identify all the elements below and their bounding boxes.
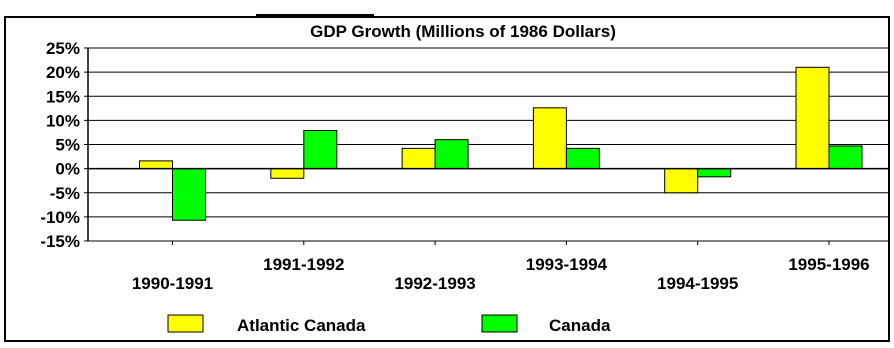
bar-atlantic-canada	[270, 168, 305, 179]
x-tick-label: 1992-1993	[394, 274, 475, 293]
bar-atlantic-canada	[139, 160, 173, 170]
y-tick-label: 10%	[46, 111, 80, 130]
legend-label: Canada	[549, 316, 611, 335]
bars	[139, 66, 863, 221]
x-axis-labels: 1990-1991 1991-1992 1992-1993 1993-1994 1994…	[132, 255, 870, 293]
y-tick-label: 25%	[46, 39, 80, 58]
y-tick-label: 5%	[55, 136, 80, 155]
legend-swatch	[481, 314, 518, 333]
x-tick-label: 1990-1991	[132, 274, 213, 293]
bar-canada	[303, 130, 338, 170]
top-tab-decoration	[256, 0, 374, 16]
bar-canada	[828, 145, 863, 170]
legend: Atlantic Canada Canada	[167, 314, 611, 335]
bar-atlantic-canada	[795, 66, 830, 170]
bar-canada	[697, 168, 732, 178]
legend-label: Atlantic Canada	[237, 316, 366, 335]
chart-frame	[4, 16, 890, 342]
bar-canada	[565, 147, 600, 170]
bar-atlantic-canada	[664, 168, 699, 194]
bar-canada	[172, 168, 206, 221]
y-tick-label: -15%	[40, 232, 80, 251]
y-tick-label: 0%	[55, 160, 80, 179]
x-tick-label: 1991-1992	[263, 255, 344, 274]
legend-swatch	[167, 314, 204, 333]
x-tick-label: 1995-1996	[788, 255, 869, 274]
y-axis-ticks: 25% 20% 15% 10% 5% 0% -5% -10% -15%	[40, 39, 80, 251]
chart-title: GDP Growth (Millions of 1986 Dollars)	[310, 22, 616, 41]
y-tick-label: -10%	[40, 208, 80, 227]
x-tick-label: 1993-1994	[526, 255, 608, 274]
bar-atlantic-canada	[532, 107, 567, 170]
x-tick-label: 1994-1995	[657, 274, 738, 293]
bar-canada	[434, 139, 469, 170]
y-tick-label: -5%	[50, 184, 80, 203]
bar-atlantic-canada	[401, 147, 436, 170]
y-tick-label: 15%	[46, 87, 80, 106]
axes	[87, 48, 890, 245]
y-tick-label: 20%	[46, 63, 80, 82]
